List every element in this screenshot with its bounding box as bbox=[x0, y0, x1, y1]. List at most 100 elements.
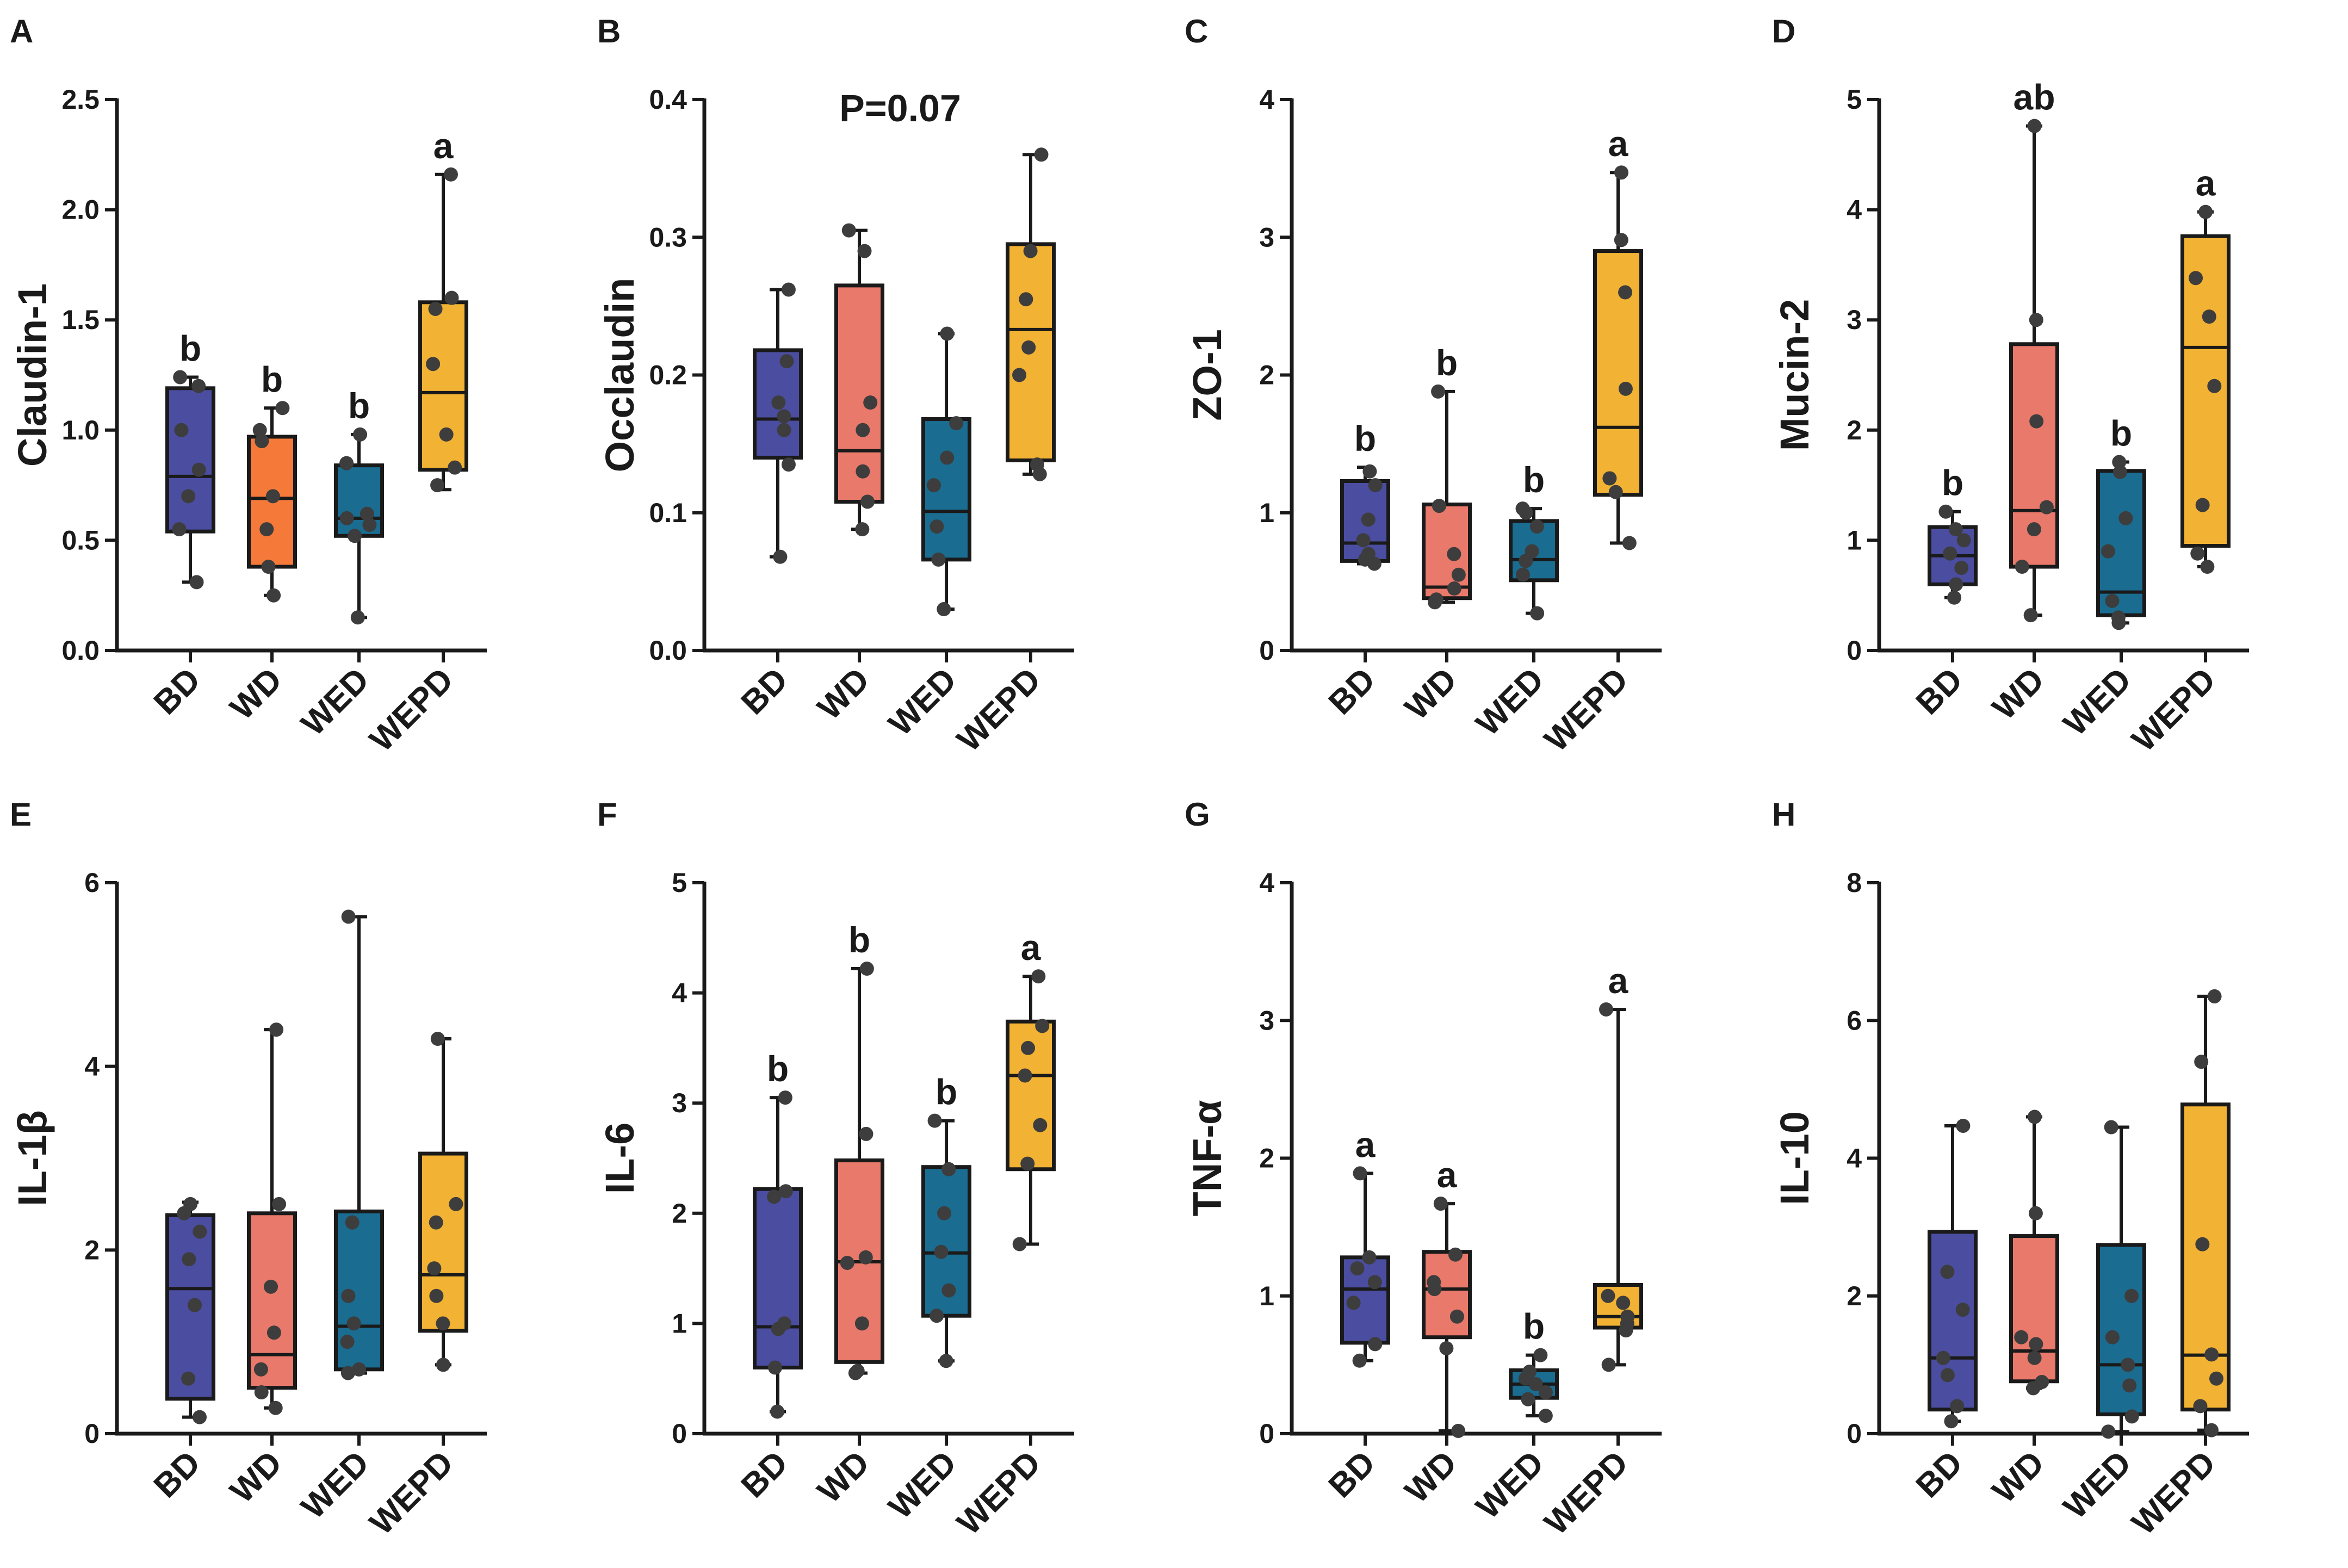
data-point bbox=[1346, 1296, 1361, 1310]
data-point bbox=[265, 489, 280, 504]
y-axis-title: ZO-1 bbox=[1185, 329, 1230, 421]
data-point bbox=[252, 423, 267, 437]
box-wd bbox=[2009, 1110, 2059, 1396]
y-tick-label: 3 bbox=[1259, 222, 1274, 252]
data-point bbox=[261, 560, 276, 574]
data-point bbox=[360, 506, 374, 521]
data-point bbox=[428, 301, 443, 316]
x-tick-label: BD bbox=[734, 1444, 795, 1505]
significance-letter: a bbox=[1608, 123, 1629, 164]
data-point bbox=[2112, 455, 2127, 469]
data-point bbox=[781, 282, 796, 297]
data-point bbox=[781, 457, 796, 472]
data-point bbox=[340, 1335, 355, 1349]
data-point bbox=[859, 962, 874, 976]
y-tick-label: 0 bbox=[1259, 1418, 1274, 1449]
data-point bbox=[858, 1250, 873, 1265]
data-point bbox=[941, 1162, 956, 1176]
y-tick-label: 4 bbox=[1259, 84, 1274, 115]
data-point bbox=[1538, 1385, 1553, 1400]
significance-letter: b bbox=[767, 1049, 789, 1089]
data-point bbox=[1614, 233, 1628, 247]
box-body bbox=[2096, 1243, 2146, 1417]
y-tick-label: 0.2 bbox=[649, 360, 687, 391]
data-point bbox=[768, 1360, 783, 1375]
x-tick-label: WEPD bbox=[363, 661, 461, 759]
data-point bbox=[429, 1215, 443, 1230]
data-point bbox=[771, 395, 786, 410]
y-tick-label: 4 bbox=[1847, 1143, 1862, 1174]
y-tick-label: 3 bbox=[1847, 305, 1862, 335]
box-wepd bbox=[1006, 147, 1056, 481]
y-tick-label: 0.3 bbox=[649, 222, 687, 252]
data-point bbox=[1433, 1197, 1448, 1211]
x-tick-label: WD bbox=[223, 1444, 289, 1510]
box-wed bbox=[921, 326, 971, 617]
data-point bbox=[850, 1364, 865, 1378]
y-axis-title: Occlaudin bbox=[597, 278, 642, 473]
box-wepd bbox=[418, 1032, 468, 1372]
data-point bbox=[352, 427, 367, 442]
data-point bbox=[841, 223, 856, 238]
data-point bbox=[1012, 368, 1027, 382]
box-body bbox=[165, 1213, 215, 1401]
data-point bbox=[940, 326, 955, 341]
data-point bbox=[2195, 498, 2210, 512]
data-point bbox=[773, 549, 788, 564]
box-wd: b bbox=[1422, 343, 1472, 610]
data-point bbox=[267, 1325, 281, 1340]
data-point bbox=[1030, 457, 1044, 472]
y-tick-label: 1 bbox=[1259, 1281, 1274, 1311]
data-point bbox=[449, 1197, 463, 1211]
data-point bbox=[1950, 1399, 1965, 1414]
data-point bbox=[937, 1206, 951, 1220]
data-point bbox=[1023, 244, 1038, 258]
significance-letter: b bbox=[1523, 460, 1545, 500]
data-point bbox=[1031, 969, 1046, 984]
data-point bbox=[172, 522, 187, 537]
significance-letter: a bbox=[1437, 1155, 1458, 1195]
y-tick-label: 2 bbox=[1847, 415, 1862, 445]
data-point bbox=[934, 1244, 949, 1259]
data-point bbox=[1368, 1337, 1383, 1352]
x-tick-label: WD bbox=[1985, 1444, 2052, 1510]
data-point bbox=[2101, 1424, 2116, 1439]
p-value-annotation: P=0.07 bbox=[839, 87, 961, 129]
x-tick-label: BD bbox=[1322, 1444, 1383, 1505]
data-point bbox=[2035, 1375, 2049, 1390]
box-wepd: a bbox=[1006, 927, 1056, 1251]
box-bd: b bbox=[1928, 463, 1978, 605]
data-point bbox=[1021, 340, 1036, 355]
significance-letter: b bbox=[261, 359, 283, 399]
box-wd: b bbox=[247, 359, 297, 603]
data-point bbox=[2027, 1350, 2042, 1365]
data-point bbox=[857, 244, 872, 258]
y-tick-label: 4 bbox=[1259, 867, 1274, 898]
box-wed: b bbox=[2096, 413, 2146, 630]
box-wepd bbox=[2180, 989, 2231, 1437]
x-tick-label: WEPD bbox=[2125, 1444, 2223, 1542]
box-bd: a bbox=[1340, 1124, 1390, 1368]
data-point bbox=[2200, 560, 2215, 574]
data-point bbox=[430, 478, 445, 493]
box-body bbox=[418, 300, 468, 472]
data-point bbox=[2124, 1409, 2139, 1424]
significance-letter: b bbox=[848, 920, 870, 960]
data-point bbox=[1516, 567, 1531, 582]
data-point bbox=[429, 1288, 444, 1303]
data-point bbox=[345, 1215, 360, 1230]
data-point bbox=[436, 1316, 450, 1331]
data-point bbox=[2204, 1423, 2219, 1437]
panel-letter: D bbox=[1772, 13, 1795, 49]
data-point bbox=[341, 1288, 356, 1303]
data-point bbox=[253, 1362, 268, 1377]
box-wed bbox=[2096, 1120, 2146, 1439]
data-point bbox=[2028, 1206, 2043, 1220]
data-point bbox=[1449, 1309, 1464, 1324]
data-point bbox=[2193, 1399, 2208, 1414]
data-point bbox=[1940, 1265, 1955, 1279]
data-point bbox=[2209, 1371, 2224, 1386]
significance-letter: b bbox=[179, 329, 201, 369]
